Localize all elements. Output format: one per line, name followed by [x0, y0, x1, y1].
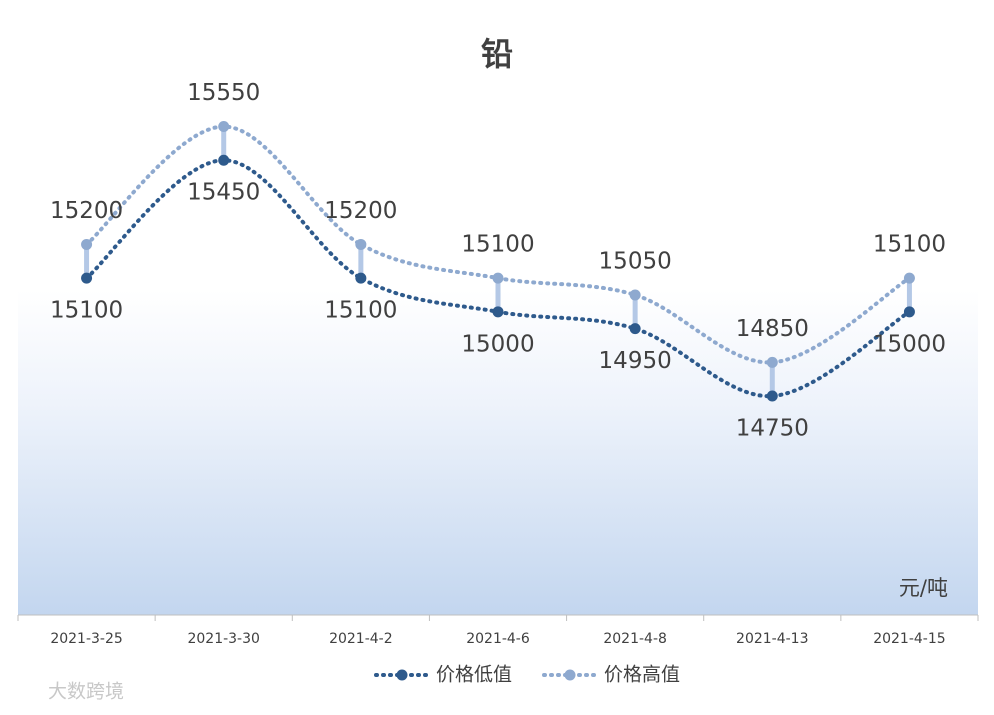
marker — [81, 272, 93, 284]
data-label: 15100 — [461, 232, 534, 258]
marker — [629, 289, 641, 301]
legend-label: 价格低值 — [436, 664, 512, 686]
data-label: 15550 — [187, 80, 260, 106]
x-tick-label: 2021-4-2 — [329, 631, 393, 647]
x-tick-label: 2021-4-8 — [603, 631, 667, 647]
marker — [218, 154, 230, 166]
marker — [903, 272, 915, 284]
legend-label: 价格高值 — [604, 664, 680, 686]
marker — [355, 272, 367, 284]
data-label: 15450 — [187, 180, 260, 206]
x-tick-label: 2021-3-25 — [50, 631, 122, 647]
data-label: 15050 — [599, 248, 672, 274]
x-tick-label: 2021-4-15 — [873, 631, 945, 647]
data-label: 14850 — [736, 316, 809, 342]
data-label: 14750 — [736, 416, 809, 442]
marker — [766, 390, 778, 402]
chart-title: 铅 — [481, 35, 513, 73]
marker — [218, 121, 230, 133]
marker — [492, 272, 504, 284]
marker — [629, 323, 641, 335]
x-tick-label: 2021-3-30 — [187, 631, 259, 647]
x-tick-label: 2021-4-6 — [466, 631, 530, 647]
data-label: 15100 — [873, 232, 946, 258]
marker — [81, 238, 93, 250]
data-label: 15200 — [50, 198, 123, 224]
data-label: 15000 — [873, 331, 946, 357]
data-label: 15100 — [50, 298, 123, 324]
data-label: 15200 — [324, 198, 397, 224]
marker — [903, 306, 915, 318]
watermark: 大数跨境 — [48, 681, 124, 703]
x-tick-label: 2021-4-13 — [736, 631, 808, 647]
marker — [492, 306, 504, 318]
marker — [355, 238, 367, 250]
data-label: 15100 — [324, 298, 397, 324]
legend-marker — [396, 669, 408, 681]
data-label: 14950 — [599, 348, 672, 374]
legend-marker — [564, 669, 576, 681]
marker — [766, 356, 778, 368]
data-label: 15000 — [461, 331, 534, 357]
unit-label: 元/吨 — [899, 576, 948, 600]
